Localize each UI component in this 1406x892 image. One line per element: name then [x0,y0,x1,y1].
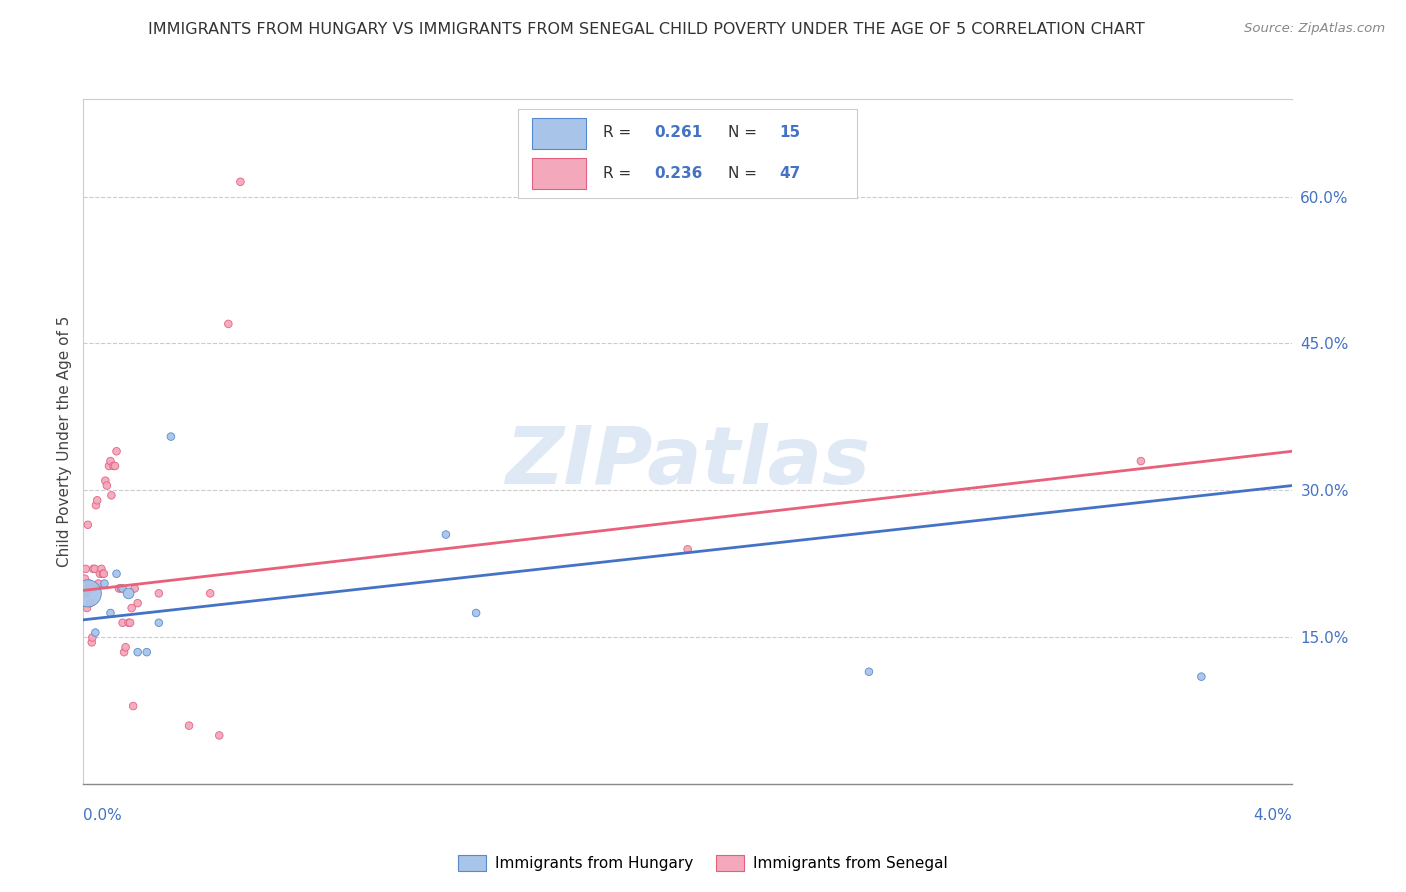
Point [117,586,139,600]
Point [111,582,134,596]
Point [108,582,131,596]
Legend: Immigrants from Hungary, Immigrants from Senegal: Immigrants from Hungary, Immigrants from… [453,849,953,877]
Point [75,562,97,576]
Point [89,566,111,581]
Text: 0.0%: 0.0% [83,808,122,823]
Point [676,542,699,557]
Point [105,444,128,458]
Point [1189,670,1212,684]
Point [83,562,105,576]
Point [93,576,115,591]
Point [79,596,101,610]
Point [84,498,107,512]
Point [103,458,125,473]
Text: ZIPatlas: ZIPatlas [505,423,870,501]
Point [135,645,157,659]
Point [229,175,252,189]
Point [1129,454,1152,468]
Point [87,576,110,591]
Point [208,728,231,742]
Point [86,493,108,508]
Point [80,635,103,649]
Point [177,719,200,733]
Point [76,586,98,600]
Point [112,645,135,659]
Point [75,586,97,600]
Point [465,606,488,620]
Point [80,582,103,596]
Point [122,699,145,714]
Point [90,562,112,576]
Point [124,582,146,596]
Point [104,458,127,473]
Point [121,601,143,615]
Point [160,429,183,443]
Point [110,582,132,596]
Point [100,606,122,620]
Point [73,572,96,586]
Point [79,576,101,591]
Point [100,488,122,502]
Point [434,527,457,541]
Text: IMMIGRANTS FROM HUNGARY VS IMMIGRANTS FROM SENEGAL CHILD POVERTY UNDER THE AGE O: IMMIGRANTS FROM HUNGARY VS IMMIGRANTS FR… [149,22,1144,37]
Text: 4.0%: 4.0% [1253,808,1292,823]
Point [94,474,117,488]
Point [77,582,100,596]
Point [84,625,107,640]
Point [91,566,114,581]
Point [100,454,122,468]
Text: Source: ZipAtlas.com: Source: ZipAtlas.com [1244,22,1385,36]
Point [82,631,104,645]
Point [120,615,142,630]
Point [93,566,115,581]
Point [76,517,98,532]
Point [148,615,170,630]
Point [127,596,149,610]
Point [82,562,104,576]
Point [76,601,98,615]
Point [217,317,239,331]
Point [98,458,121,473]
Point [858,665,880,679]
Point [96,478,118,492]
Point [200,586,222,600]
Point [117,615,139,630]
Y-axis label: Child Poverty Under the Age of 5: Child Poverty Under the Age of 5 [58,316,72,567]
Point [148,586,170,600]
Point [127,645,149,659]
Point [105,566,128,581]
Point [111,615,134,630]
Point [114,640,136,655]
